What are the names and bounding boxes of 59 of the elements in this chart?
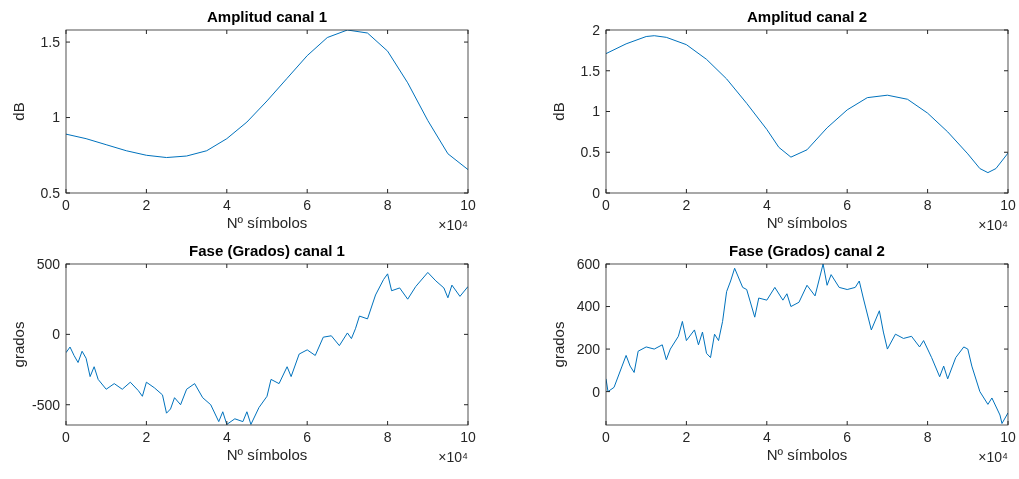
line-series bbox=[66, 30, 468, 171]
chart-title: Fase (Grados) canal 2 bbox=[729, 242, 885, 259]
x-tick-label: 6 bbox=[843, 197, 852, 213]
x-tick-label: 0 bbox=[602, 197, 611, 213]
x-axis-title: Nº símbolos bbox=[766, 214, 848, 231]
x-tick-label: 10 bbox=[1000, 197, 1016, 213]
x-tick-label: 8 bbox=[923, 429, 932, 445]
x-tick-label: 4 bbox=[762, 429, 771, 445]
y-tick-label: 500 bbox=[36, 255, 61, 272]
line-series bbox=[606, 35, 1008, 174]
chart-title: Fase (Grados) canal 1 bbox=[189, 242, 345, 259]
line-series bbox=[66, 271, 468, 425]
y-tick-label: 1 bbox=[592, 103, 601, 120]
x-tick-label: 10 bbox=[1000, 429, 1016, 445]
y-tick-label: 1.5 bbox=[580, 62, 601, 79]
y-tick-label: 0 bbox=[592, 184, 601, 201]
chart-title: Amplitud canal 1 bbox=[206, 8, 328, 25]
y-tick-label: 1 bbox=[52, 109, 61, 126]
x-tick-label: 0 bbox=[62, 429, 71, 445]
x-tick-label: 0 bbox=[62, 197, 71, 213]
chart-title: Amplitud canal 2 bbox=[746, 8, 868, 25]
text: ×10⁴ bbox=[978, 449, 1008, 465]
x-tick-label: 2 bbox=[682, 197, 691, 213]
x-tick-label: 2 bbox=[142, 429, 151, 445]
x-tick-label: 10 bbox=[460, 197, 476, 213]
y-tick-label: 0.5 bbox=[580, 144, 601, 161]
y-tick-label: -500 bbox=[31, 396, 61, 413]
x-tick-label: 2 bbox=[142, 197, 151, 213]
y-tick-label: 2 bbox=[592, 21, 601, 38]
x-tick-label: 6 bbox=[843, 429, 852, 445]
text: ×10⁴ bbox=[978, 217, 1008, 233]
x-tick-label: 4 bbox=[762, 197, 771, 213]
y-axis-title: grados bbox=[550, 321, 567, 368]
x-tick-label: 0 bbox=[602, 429, 611, 445]
y-tick-label: 0 bbox=[52, 326, 61, 343]
x-tick-label: 4 bbox=[222, 197, 231, 213]
x-tick-label: 8 bbox=[383, 197, 392, 213]
line-series bbox=[606, 264, 1008, 425]
x-tick-label: 2 bbox=[682, 429, 691, 445]
x-tick-label: 8 bbox=[383, 429, 392, 445]
text: ×10⁴ bbox=[438, 217, 468, 233]
text: ×10⁴ bbox=[438, 449, 468, 465]
y-tick-label: 0 bbox=[592, 383, 601, 400]
y-tick-label: 200 bbox=[576, 340, 601, 357]
x-axis-title: Nº símbolos bbox=[226, 446, 308, 463]
x-tick-label: 6 bbox=[303, 197, 312, 213]
x-tick-label: 4 bbox=[222, 429, 231, 445]
x-tick-label: 8 bbox=[923, 197, 932, 213]
x-axis-title: Nº símbolos bbox=[226, 214, 308, 231]
x-tick-label: 6 bbox=[303, 429, 312, 445]
y-axis-title: dB bbox=[10, 102, 27, 121]
y-tick-label: 400 bbox=[576, 298, 601, 315]
y-axis-title: grados bbox=[10, 321, 27, 368]
y-axis-title: dB bbox=[550, 102, 567, 121]
x-axis-title: Nº símbolos bbox=[766, 446, 848, 463]
y-tick-label: 1.5 bbox=[40, 33, 61, 50]
x-tick-label: 10 bbox=[460, 429, 476, 445]
y-tick-label: 0.5 bbox=[40, 184, 61, 201]
y-tick-label: 600 bbox=[576, 255, 601, 272]
